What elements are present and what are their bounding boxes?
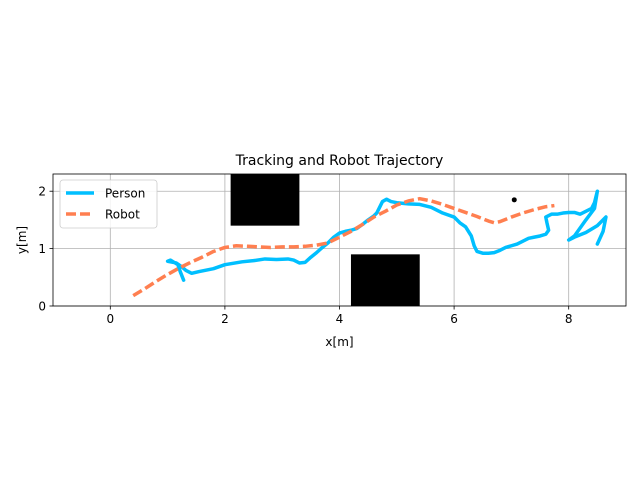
series-robot-line	[132, 196, 555, 298]
x-tick-label: 6	[450, 312, 458, 326]
y-tick-label: 0	[38, 300, 46, 314]
legend-label-robot: Robot	[105, 208, 140, 222]
series-lines	[132, 189, 608, 298]
chart-title: Tracking and Robot Trajectory	[235, 153, 444, 169]
goal-point	[511, 197, 517, 203]
x-tick-label: 0	[106, 312, 114, 326]
y-tick-label: 2	[38, 185, 46, 199]
series-person-line	[165, 189, 608, 282]
obstacle-upper	[230, 174, 300, 226]
x-tick-label: 4	[336, 312, 344, 326]
x-tick-label: 2	[221, 312, 229, 326]
x-tick-label: 8	[565, 312, 573, 326]
legend: Person Robot	[59, 179, 158, 229]
axis-ticks: 0 2 4 6 8 0 1 2	[38, 185, 572, 326]
obstacles	[230, 174, 420, 306]
legend-label-person: Person	[105, 187, 145, 201]
obstacle-lower	[350, 254, 420, 306]
y-tick-label: 1	[38, 242, 46, 256]
y-axis-label: y[m]	[15, 226, 29, 254]
x-axis-label: x[m]	[325, 335, 353, 349]
markers	[511, 197, 517, 203]
